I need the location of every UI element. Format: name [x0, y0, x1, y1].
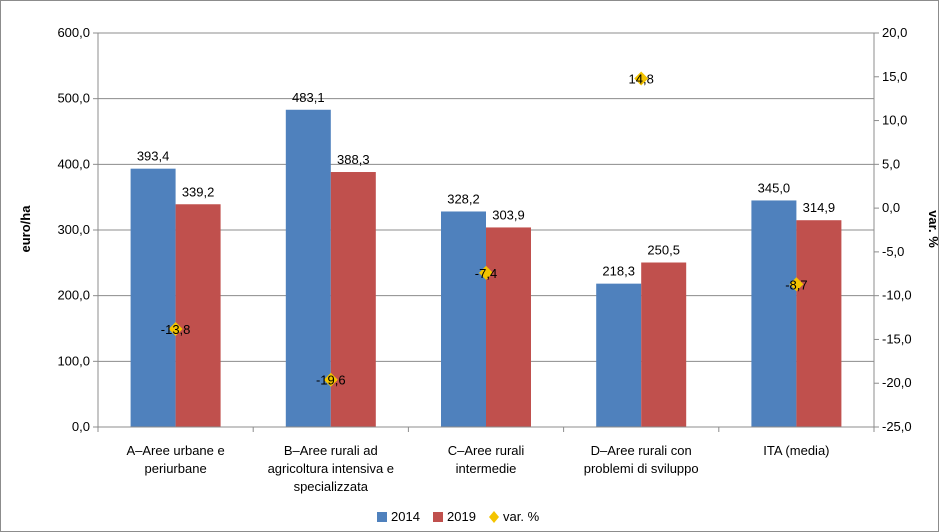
- y-tick-label-left: 500,0: [57, 91, 90, 106]
- y-tick-label-right: 5,0: [882, 156, 900, 171]
- y-tick-label-right: -25,0: [882, 419, 912, 434]
- var-label: 14,8: [629, 72, 654, 87]
- legend-label: 2019: [447, 509, 476, 524]
- legend-swatch: [433, 512, 443, 522]
- gridlines: [98, 32, 874, 362]
- var-marker: [168, 321, 183, 336]
- data-label-2019: 388,3: [337, 152, 370, 167]
- data-labels: 393,4 483,1 328,2 218,3 345,0 339,2 388,3 303,9…: [137, 90, 835, 279]
- bar-2019: [641, 262, 687, 427]
- var-label: -19,6: [316, 373, 346, 388]
- y-tick-label-right: 20,0: [882, 25, 907, 40]
- category-label: D–Aree rurali con: [591, 443, 692, 458]
- category-label: A–Aree urbane e: [126, 443, 224, 458]
- data-label-2014: 393,4: [137, 149, 170, 164]
- y-tick-label-left: 0,0: [72, 419, 90, 434]
- legend-label: var. %: [503, 509, 540, 524]
- y-axis-label-left: euro/ha: [18, 205, 33, 253]
- data-label-2014: 483,1: [292, 90, 325, 105]
- legend-swatch: [489, 511, 499, 523]
- data-label-2014: 328,2: [447, 191, 480, 206]
- bar-2019: [330, 172, 376, 427]
- data-label-2014: 345,0: [758, 180, 791, 195]
- y-axis-ticks-left: 0,0 100,0 200,0 300,0 400,0 500,0 600,0: [57, 25, 98, 434]
- category-label: ITA (media): [763, 443, 829, 458]
- data-label-2019: 314,9: [803, 200, 836, 215]
- y-tick-label-left: 600,0: [57, 25, 90, 40]
- bar-2014: [285, 109, 331, 427]
- x-axis-categories: A–Aree urbane e periurbane B–Aree rurali a…: [126, 443, 829, 494]
- var-label: -7,4: [475, 266, 497, 281]
- legend: 2014 2019 var. %: [377, 509, 540, 524]
- bar-2014: [751, 200, 797, 427]
- var-label: -13,8: [161, 322, 191, 337]
- data-label-2019: 339,2: [182, 184, 215, 199]
- var-marker: [634, 71, 649, 86]
- category-label: intermedie: [456, 461, 517, 476]
- var-marker: [789, 277, 804, 292]
- category-label: B–Aree rurali ad: [284, 443, 378, 458]
- y-axis-ticks-right: -25,0 -20,0 -15,0 -10,0 -5,0 0,0 5,0 10,0 15,0 20…: [874, 25, 912, 434]
- bar-2019: [175, 204, 221, 427]
- category-label: C–Aree rurali: [448, 443, 525, 458]
- bar-2019: [486, 227, 531, 427]
- var-label: -8,7: [785, 277, 807, 292]
- bar-2014: [596, 283, 642, 427]
- category-label: problemi di sviluppo: [584, 461, 699, 476]
- legend-swatch: [377, 512, 387, 522]
- y-tick-label-left: 100,0: [57, 353, 90, 368]
- y-tick-label-right: -20,0: [882, 375, 912, 390]
- data-label-2019: 303,9: [492, 207, 525, 222]
- category-label: specializzata: [294, 479, 369, 494]
- data-label-2019: 250,5: [647, 243, 680, 258]
- y-axis-label-right: var. %: [926, 210, 939, 248]
- bars: [130, 109, 842, 427]
- category-label: periurbane: [145, 461, 207, 476]
- bar-2014: [130, 168, 176, 427]
- bar-2019: [796, 220, 842, 427]
- y-tick-label-right: -15,0: [882, 331, 912, 346]
- y-tick-label-right: -5,0: [882, 244, 904, 259]
- bar-2014: [441, 211, 486, 427]
- y-tick-label-left: 400,0: [57, 156, 90, 171]
- y-tick-label-right: -10,0: [882, 288, 912, 303]
- var-markers: -13,8 -19,6 -7,4 14,8 -8,7: [161, 71, 808, 388]
- category-label: agricoltura intensiva e: [268, 461, 394, 476]
- y-tick-label-left: 200,0: [57, 288, 90, 303]
- data-label-2014: 218,3: [602, 264, 635, 279]
- legend-label: 2014: [391, 509, 420, 524]
- var-marker: [323, 372, 338, 387]
- y-tick-label-left: 300,0: [57, 222, 90, 237]
- y-tick-label-right: 10,0: [882, 113, 907, 128]
- y-tick-label-right: 0,0: [882, 200, 900, 215]
- y-tick-label-right: 15,0: [882, 69, 907, 84]
- var-marker: [479, 265, 493, 280]
